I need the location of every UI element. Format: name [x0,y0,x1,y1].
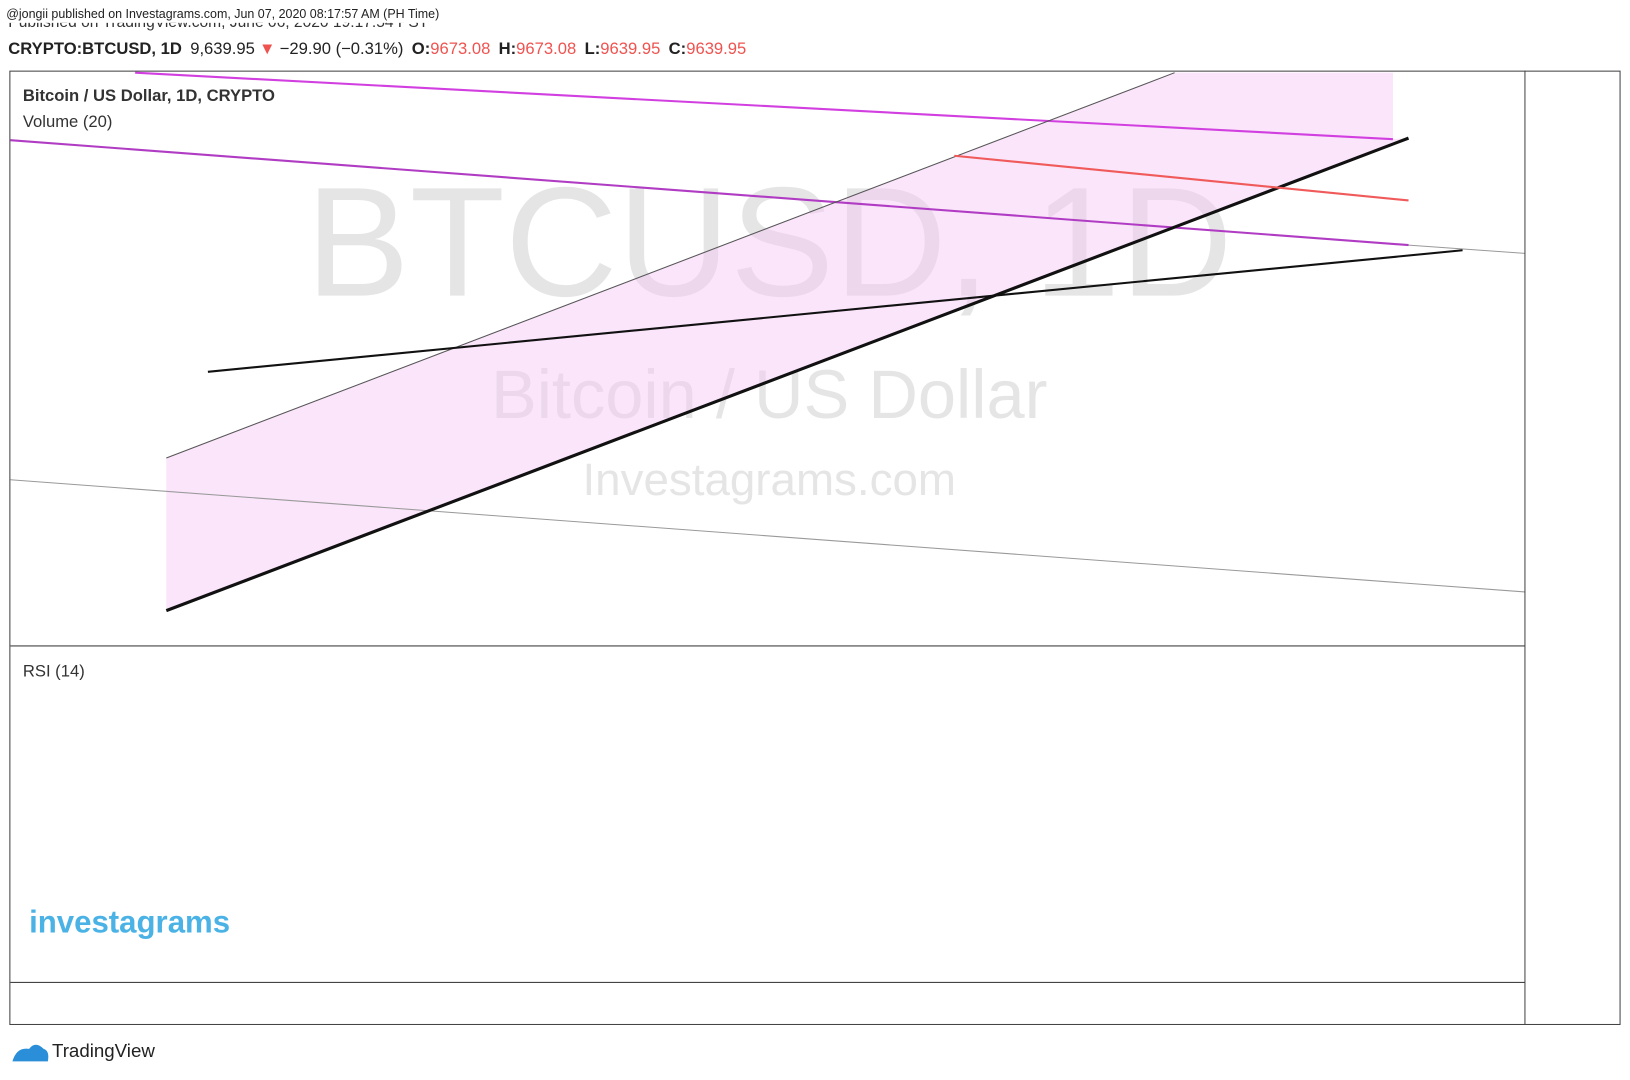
frame [9,70,1621,1025]
trendline [207,249,1463,373]
ohlc-key: O: [412,39,430,58]
trendline [1408,244,1525,254]
tv-logo [12,1044,49,1062]
ohlc-value: 9639.95 [600,39,660,58]
trendline [10,479,1525,593]
watermark-name: Bitcoin / US Dollar [491,356,1048,433]
ohlc-key: H: [499,39,517,58]
trendline [135,71,1393,141]
channel-fill [166,72,1409,611]
ohlc-value: 9673.08 [516,39,576,58]
change: −29.90 (−0.31%) [280,39,404,58]
chart-title: Bitcoin / US Dollar, 1D, CRYPTO [23,86,275,105]
rsi-label: RSI (14) [23,661,85,680]
trendline [166,72,1175,459]
watermark-site: Investagrams.com [582,454,956,505]
trendline [165,136,1410,613]
last: 9,639.95 [190,39,255,58]
symbol: CRYPTO:BTCUSD, 1D [8,39,182,58]
cover [0,0,1630,23]
logo: investagrams [29,905,230,940]
trendline [954,154,1409,202]
symbol-line: CRYPTO:BTCUSD, 1D 9,639.95 ▼ −29.90 (−0.31%… [8,39,746,58]
published: @jongii published on Investagrams.com, J… [6,7,439,21]
ohlc-key: C: [669,39,687,58]
ohlc-value: 9639.95 [686,39,746,58]
volume-label: Volume (20) [23,112,113,131]
ohlc-value: 9673.08 [430,39,490,58]
arrow: ▼ [259,39,275,58]
ohlc-key: L: [585,39,601,58]
watermark-symbol: BTCUSD, 1D [306,156,1233,330]
brand: TradingView [52,1040,155,1061]
